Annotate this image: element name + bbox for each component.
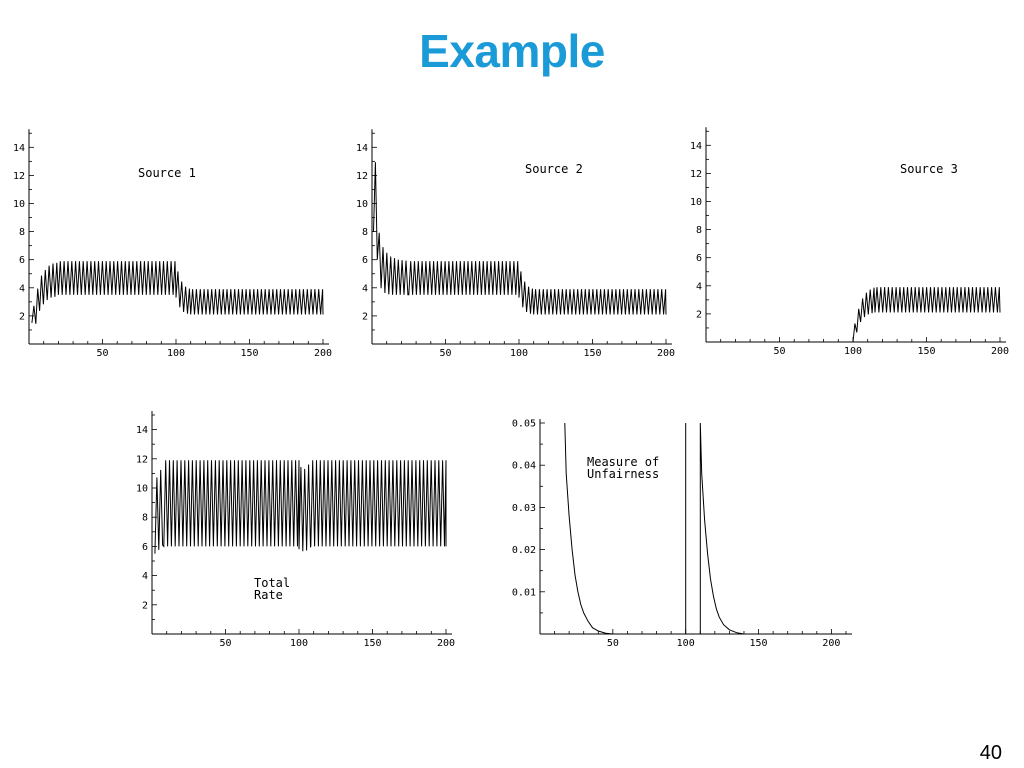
- y-tick-label: 14: [356, 143, 368, 154]
- slide-number: 40: [979, 742, 1002, 764]
- x-tick-label: 100: [677, 638, 695, 649]
- y-tick-label: 0.03: [512, 503, 536, 514]
- chart-annotation: Source 2: [525, 162, 583, 176]
- chart-panel-1: 50 100 150 200 2 4 6 8 10 12 14 Source 1: [13, 129, 332, 359]
- y-tick-label: 0.02: [512, 545, 536, 556]
- y-tick-label: 6: [696, 253, 702, 264]
- y-tick-label: 10: [356, 199, 368, 210]
- x-tick-label: 200: [991, 346, 1009, 357]
- data-series-line: [706, 287, 1001, 343]
- x-tick-label: 200: [437, 638, 455, 649]
- y-tick-label: 6: [142, 542, 148, 553]
- x-tick-label: 50: [439, 348, 451, 359]
- data-series-line: [31, 261, 324, 324]
- x-tick-label: 100: [510, 348, 528, 359]
- y-tick-label: 12: [136, 454, 148, 465]
- y-tick-label: 14: [13, 143, 25, 154]
- y-tick-label: 6: [362, 255, 368, 266]
- x-tick-label: 150: [917, 346, 935, 357]
- y-tick-label: 14: [136, 425, 148, 436]
- x-tick-label: 50: [96, 348, 108, 359]
- x-tick-label: 100: [290, 638, 308, 649]
- chart-annotation: Measure of: [587, 455, 659, 469]
- x-tick-label: 50: [773, 346, 785, 357]
- data-series-line: [564, 422, 846, 635]
- y-tick-label: 2: [696, 309, 702, 320]
- y-tick-label: 0.05: [512, 419, 536, 430]
- y-tick-label: 0.01: [512, 587, 536, 598]
- x-tick-label: 200: [314, 348, 332, 359]
- chart-panel-2: 50 100 150 200 2 4 6 8 10 12 14 Source 2: [356, 129, 675, 359]
- y-tick-label: 10: [136, 484, 148, 495]
- y-tick-label: 2: [142, 600, 148, 611]
- x-tick-label: 200: [822, 638, 840, 649]
- x-tick-label: 200: [657, 348, 675, 359]
- y-tick-label: 8: [362, 227, 368, 238]
- x-tick-label: 50: [219, 638, 231, 649]
- y-tick-label: 4: [362, 283, 368, 294]
- y-tick-label: 8: [696, 225, 702, 236]
- chart-annotation: Source 3: [900, 162, 958, 176]
- x-tick-label: 150: [583, 348, 601, 359]
- chart-annotation: Unfairness: [587, 467, 659, 481]
- y-tick-label: 6: [19, 255, 25, 266]
- y-tick-label: 12: [356, 171, 368, 182]
- chart-panel-3: 50 100 150 200 2 4 6 8 10 12 14 Source 3: [690, 127, 1009, 357]
- x-tick-label: 150: [750, 638, 768, 649]
- x-tick-label: 100: [844, 346, 862, 357]
- y-tick-label: 12: [690, 169, 702, 180]
- y-tick-label: 14: [690, 141, 702, 152]
- y-tick-label: 4: [142, 571, 148, 582]
- slide-title: Example: [419, 25, 605, 77]
- x-tick-label: 50: [607, 638, 619, 649]
- y-tick-label: 8: [19, 227, 25, 238]
- y-tick-label: 10: [13, 199, 25, 210]
- y-tick-label: 0.04: [512, 461, 536, 472]
- x-tick-label: 150: [240, 348, 258, 359]
- y-tick-label: 2: [362, 311, 368, 322]
- chart-annotation: Total: [254, 576, 290, 590]
- y-tick-label: 10: [690, 197, 702, 208]
- chart-annotation: Source 1: [138, 166, 196, 180]
- y-tick-label: 4: [696, 281, 702, 292]
- x-tick-label: 100: [167, 348, 185, 359]
- y-tick-label: 2: [19, 311, 25, 322]
- y-tick-label: 12: [13, 171, 25, 182]
- y-tick-label: 8: [142, 513, 148, 524]
- chart-panel-5: 50 100 150 200 0.01 0.02 0.03 0.04 0.05 Measure o…: [512, 419, 852, 649]
- chart-annotation: Rate: [254, 588, 283, 602]
- x-tick-label: 150: [363, 638, 381, 649]
- y-tick-label: 4: [19, 283, 25, 294]
- data-series-line: [373, 162, 667, 315]
- data-series-line: [154, 460, 447, 554]
